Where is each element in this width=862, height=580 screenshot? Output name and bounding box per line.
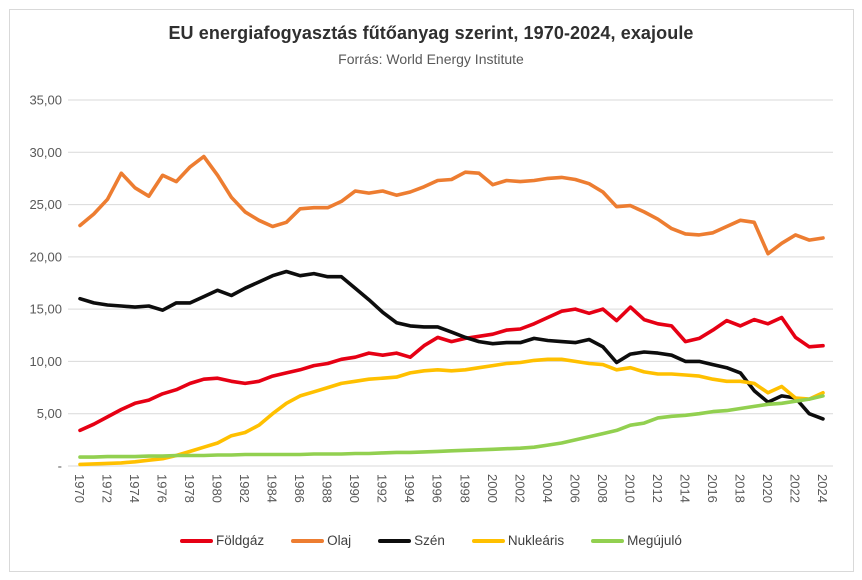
x-tick-label: 2006 (567, 474, 582, 503)
y-tick-label: 5,00 (37, 406, 62, 421)
x-tick-label: 2010 (622, 474, 637, 503)
legend-label-olaj: Olaj (327, 533, 352, 548)
legend: Földgáz Olaj Szén Nukleáris Megújuló (0, 533, 862, 548)
x-tick-label: 1996 (430, 474, 445, 503)
legend-item-olaj: Olaj (291, 533, 351, 548)
y-tick-label: 25,00 (29, 197, 62, 212)
x-tick-label: 2016 (705, 474, 720, 503)
x-tick-label: 1982 (237, 474, 252, 503)
x-tick-label: 2004 (540, 474, 555, 503)
x-tick-label: 1986 (292, 474, 307, 503)
series-line-nuklearis (78, 357, 825, 467)
legend-label-szen: Szén (414, 533, 445, 548)
legend-item-nuklearis: Nukleáris (471, 533, 565, 548)
y-tick-label: 15,00 (29, 302, 62, 317)
chart-title: EU energiafogyasztás fűtőanyag szerint, … (168, 23, 694, 43)
x-tick-label: 1984 (265, 474, 280, 503)
x-tick-label: 2012 (650, 474, 665, 503)
x-tick-label: 2020 (760, 474, 775, 503)
x-tick-label: 2008 (595, 474, 610, 503)
x-axis-tick-labels: 1970 1972 1974 1976 1978 1980 1982 1984 1986 1988… (72, 474, 830, 503)
series-line-foldgaz (78, 305, 825, 433)
series-line-megujulo (78, 394, 825, 459)
legend-swatch-olaj (291, 538, 325, 543)
x-tick-label: 1974 (127, 474, 142, 503)
x-tick-label: 1978 (182, 474, 197, 503)
y-tick-label: - (58, 459, 62, 474)
x-tick-label: 2024 (815, 474, 830, 503)
x-tick-label: 2022 (788, 474, 803, 503)
legend-swatch-nuklearis (471, 538, 505, 543)
x-tick-label: 1980 (210, 474, 225, 503)
x-tick-label: 1990 (347, 474, 362, 503)
series-lines (78, 154, 825, 467)
x-tick-label: 1972 (100, 474, 115, 503)
x-tick-label: 1992 (375, 474, 390, 503)
x-tick-label: 1994 (402, 474, 417, 503)
x-tick-label: 2002 (512, 474, 527, 503)
legend-label-megujulo: Megújuló (627, 533, 682, 548)
y-tick-label: 20,00 (29, 249, 62, 264)
y-axis-tick-labels: - 5,00 10,00 15,00 20,00 25,00 30,00 35,00 (29, 93, 62, 474)
y-tick-label: 30,00 (29, 145, 62, 160)
legend-swatch-foldgaz (180, 538, 214, 543)
x-tick-label: 2000 (485, 474, 500, 503)
legend-swatch-megujulo (591, 538, 625, 543)
x-tick-label: 2018 (732, 474, 747, 503)
x-tick-label: 1988 (320, 474, 335, 503)
chart-subtitle: Forrás: World Energy Institute (338, 51, 524, 67)
gridlines (68, 99, 833, 467)
y-tick-label: 10,00 (29, 354, 62, 369)
x-tick-label: 1998 (457, 474, 472, 503)
series-line-olaj (78, 154, 825, 256)
y-tick-label: 35,00 (29, 93, 62, 108)
x-tick-label: 2014 (677, 474, 692, 503)
x-tick-label: 1970 (72, 474, 87, 503)
series-line-szen (78, 269, 825, 421)
legend-swatch-szen (378, 538, 412, 543)
x-tick-label: 1976 (155, 474, 170, 503)
legend-label-foldgaz: Földgáz (216, 533, 265, 548)
legend-label-nuklearis: Nukleáris (507, 533, 565, 548)
legend-item-szen: Szén (378, 533, 445, 548)
legend-item-megujulo: Megújuló (591, 533, 682, 548)
legend-item-foldgaz: Földgáz (180, 533, 264, 548)
